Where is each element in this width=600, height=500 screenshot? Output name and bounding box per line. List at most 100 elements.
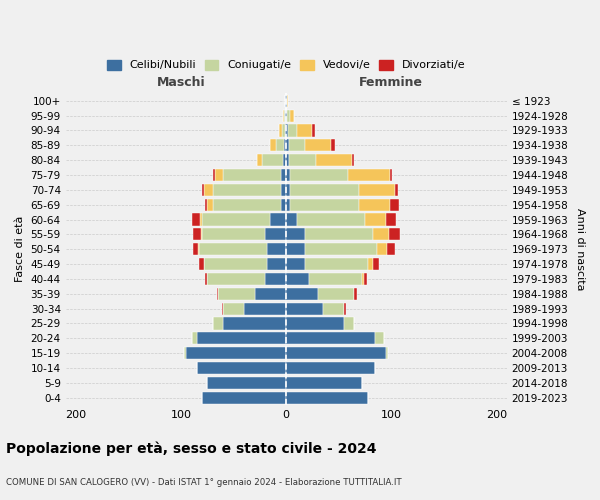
Bar — [290, 169, 348, 181]
Bar — [355, 288, 356, 300]
Bar — [265, 273, 286, 285]
Bar — [204, 184, 212, 196]
Bar — [290, 184, 359, 196]
Bar — [254, 288, 286, 300]
Bar — [218, 288, 254, 300]
Bar — [296, 214, 365, 226]
Bar — [284, 110, 285, 122]
Bar — [197, 332, 286, 344]
Bar — [377, 243, 387, 256]
Bar — [359, 198, 390, 211]
Bar — [197, 362, 286, 374]
Bar — [286, 184, 290, 196]
Bar — [290, 198, 359, 211]
Bar — [316, 154, 352, 166]
Bar — [202, 214, 271, 226]
Bar — [376, 332, 384, 344]
Bar — [212, 184, 281, 196]
Bar — [282, 124, 285, 136]
Bar — [281, 198, 286, 211]
Bar — [202, 228, 265, 240]
Bar — [287, 110, 290, 122]
Bar — [212, 169, 215, 181]
Y-axis label: Fasce di età: Fasce di età — [15, 216, 25, 282]
Bar — [287, 94, 288, 107]
Bar — [283, 154, 286, 166]
Bar — [257, 154, 262, 166]
Bar — [348, 169, 390, 181]
Bar — [217, 288, 218, 300]
Bar — [389, 228, 400, 240]
Bar — [286, 362, 376, 374]
Bar — [187, 347, 286, 360]
Bar — [286, 392, 368, 404]
Bar — [365, 214, 386, 226]
Bar — [208, 273, 265, 285]
Bar — [317, 288, 355, 300]
Bar — [362, 273, 364, 285]
Bar — [286, 169, 290, 181]
Bar — [205, 273, 208, 285]
Bar — [204, 258, 267, 270]
Bar — [344, 318, 355, 330]
Bar — [202, 392, 286, 404]
Bar — [309, 273, 362, 285]
Bar — [286, 302, 323, 314]
Bar — [373, 228, 389, 240]
Bar — [286, 110, 287, 122]
Bar — [323, 302, 344, 314]
Bar — [285, 124, 286, 136]
Text: COMUNE DI SAN CALOGERO (VV) - Dati ISTAT 1° gennaio 2024 - Elaborazione TUTTITAL: COMUNE DI SAN CALOGERO (VV) - Dati ISTAT… — [6, 478, 401, 487]
Bar — [373, 258, 379, 270]
Bar — [305, 139, 331, 151]
Bar — [286, 94, 287, 107]
Bar — [386, 214, 397, 226]
Bar — [286, 139, 289, 151]
Bar — [286, 228, 305, 240]
Bar — [199, 258, 204, 270]
Bar — [215, 169, 223, 181]
Bar — [390, 198, 398, 211]
Bar — [285, 94, 286, 107]
Bar — [212, 198, 281, 211]
Bar — [387, 243, 395, 256]
Bar — [331, 139, 335, 151]
Bar — [267, 243, 286, 256]
Bar — [199, 243, 267, 256]
Bar — [208, 198, 212, 211]
Bar — [201, 228, 202, 240]
Bar — [289, 154, 316, 166]
Bar — [271, 139, 275, 151]
Bar — [364, 273, 367, 285]
Bar — [223, 302, 244, 314]
Bar — [305, 228, 373, 240]
Bar — [296, 124, 313, 136]
Bar — [193, 243, 198, 256]
Bar — [344, 302, 346, 314]
Text: Femmine: Femmine — [359, 76, 423, 89]
Bar — [313, 124, 314, 136]
Bar — [289, 139, 305, 151]
Bar — [184, 347, 187, 360]
Bar — [285, 110, 286, 122]
Bar — [283, 110, 284, 122]
Bar — [265, 228, 286, 240]
Bar — [286, 347, 386, 360]
Bar — [223, 169, 281, 181]
Bar — [286, 273, 309, 285]
Bar — [305, 243, 377, 256]
Bar — [288, 124, 296, 136]
Bar — [191, 332, 197, 344]
Text: Popolazione per età, sesso e stato civile - 2024: Popolazione per età, sesso e stato civil… — [6, 441, 377, 456]
Bar — [202, 184, 204, 196]
Bar — [286, 258, 305, 270]
Bar — [284, 139, 286, 151]
Bar — [262, 154, 283, 166]
Bar — [271, 214, 286, 226]
Bar — [191, 214, 200, 226]
Bar — [244, 302, 286, 314]
Bar — [286, 377, 362, 389]
Bar — [395, 184, 398, 196]
Bar — [208, 377, 286, 389]
Bar — [290, 110, 293, 122]
